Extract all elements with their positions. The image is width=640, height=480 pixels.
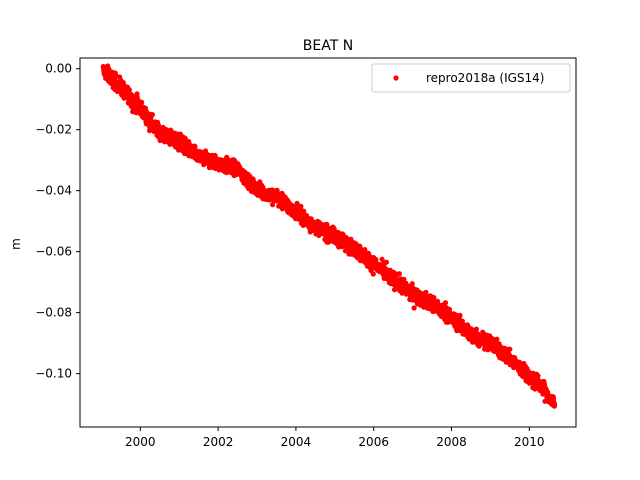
- data-point: [411, 305, 417, 311]
- data-point: [457, 312, 463, 318]
- y-tick-label: −0.08: [35, 306, 72, 320]
- y-tick-label: 0.00: [45, 62, 72, 76]
- data-point: [431, 294, 437, 301]
- data-point: [270, 202, 276, 208]
- data-point: [192, 143, 198, 149]
- data-point: [409, 281, 415, 287]
- legend-box: [371, 63, 571, 93]
- data-points: [100, 63, 558, 409]
- y-axis-label: m: [9, 238, 23, 250]
- y-tick-label: −0.06: [35, 245, 72, 259]
- data-point: [401, 276, 407, 282]
- data-point: [535, 373, 541, 379]
- x-tick-label: 2006: [358, 435, 389, 449]
- chart-title: BEAT N: [303, 38, 353, 54]
- axes: [79, 57, 577, 428]
- x-tick-label: 2010: [514, 435, 545, 449]
- y-tick-label: −0.10: [35, 367, 72, 381]
- data-point: [139, 99, 145, 105]
- data-point: [126, 87, 132, 93]
- data-point: [552, 401, 558, 407]
- x-axis-ticks: 2000 2002 2004 2006 2008 2010: [125, 427, 545, 449]
- data-point: [396, 271, 402, 277]
- legend: repro2018a (IGS14): [371, 63, 571, 93]
- x-tick-label: 2000: [125, 435, 156, 449]
- data-point: [494, 336, 500, 342]
- data-point: [473, 326, 479, 332]
- data-point: [507, 346, 513, 352]
- data-point: [298, 203, 304, 209]
- plot-frame: [79, 57, 577, 428]
- data-point: [301, 208, 307, 214]
- y-tick-label: −0.04: [35, 184, 72, 198]
- data-point: [442, 300, 449, 306]
- y-axis-ticks: 0.00 −0.02 −0.04 −0.06 −0.08 −0.10: [35, 62, 80, 381]
- data-point: [373, 257, 379, 263]
- y-tick-label: −0.02: [35, 123, 72, 137]
- data-point: [362, 247, 368, 253]
- data-point: [459, 318, 465, 324]
- legend-marker: [393, 75, 399, 81]
- data-point: [383, 259, 389, 265]
- x-tick-label: 2004: [281, 435, 312, 449]
- data-point: [149, 112, 155, 118]
- data-point: [294, 200, 300, 206]
- x-tick-label: 2008: [436, 435, 467, 449]
- x-tick-label: 2002: [203, 435, 234, 449]
- legend-label: repro2018a (IGS14): [426, 71, 544, 85]
- data-point: [370, 271, 376, 277]
